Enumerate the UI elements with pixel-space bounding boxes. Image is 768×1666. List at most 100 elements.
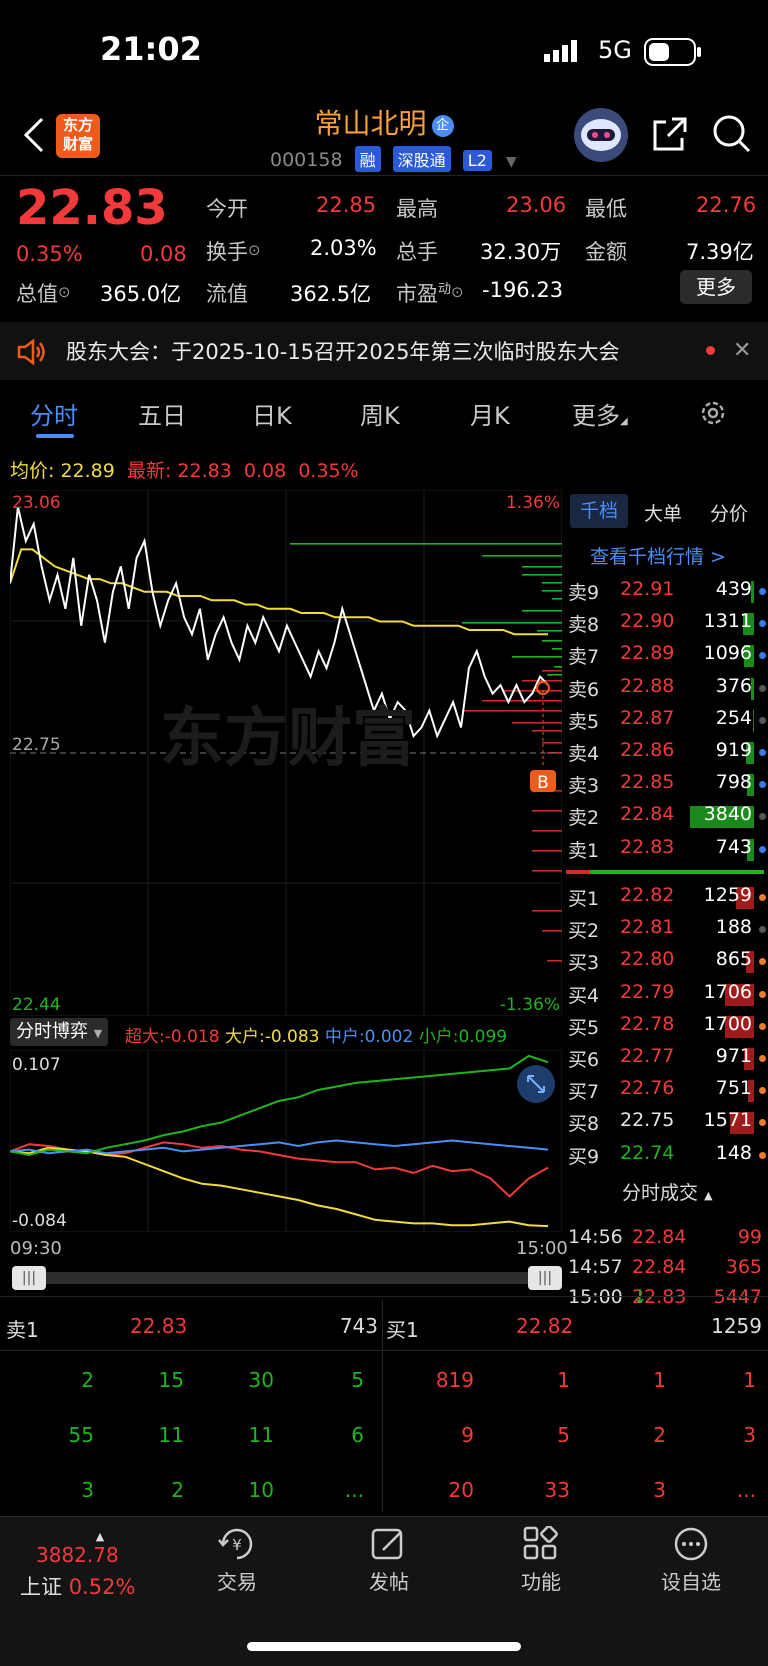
bid-queue-cell: 3	[653, 1478, 666, 1502]
share-icon[interactable]	[652, 116, 688, 156]
order-dot-icon	[759, 716, 766, 724]
volume-bar	[751, 677, 754, 700]
bid-level[interactable]: 买3 22.80 865	[566, 948, 766, 980]
index-ticker[interactable]: ▲ 3882.78 上证 0.52%	[20, 1530, 160, 1601]
nav-post[interactable]: 发帖	[334, 1526, 444, 1595]
depth-bar	[482, 700, 562, 702]
tab-daily-k[interactable]: 日K	[252, 402, 292, 430]
ask-level[interactable]: 卖9 22.91 439	[566, 578, 766, 610]
index-value: 3882.78	[36, 1543, 119, 1567]
nav-watchlist[interactable]: 设自选	[636, 1526, 746, 1595]
badge-l2[interactable]: L2	[462, 150, 492, 171]
flow-line-small	[10, 1054, 549, 1157]
chevron-down-icon[interactable]: ▼	[505, 154, 517, 170]
sub-chart-selector[interactable]: 分时博弈 ▼	[10, 1018, 109, 1046]
collapse-arrow-icon: ▲	[95, 1530, 105, 1543]
range-handle-left[interactable]: |||	[12, 1266, 46, 1290]
bid-queue-cell: 2	[653, 1423, 666, 1447]
settings-gear-icon[interactable]	[698, 398, 728, 432]
flow-line-large	[10, 1146, 549, 1228]
level-price: 22.79	[620, 980, 675, 1003]
time-range-track[interactable]	[12, 1272, 560, 1284]
level-price: 22.74	[620, 1141, 675, 1164]
depth-bar	[554, 666, 562, 668]
expand-icon[interactable]	[517, 1065, 555, 1103]
level-price: 22.84	[620, 803, 675, 826]
depth-bar	[542, 930, 562, 932]
robot-avatar-icon[interactable]	[574, 108, 628, 162]
ask-level[interactable]: 卖5 22.87 254	[566, 707, 766, 739]
range-handle-right[interactable]: |||	[528, 1266, 562, 1290]
ask-level[interactable]: 卖3 22.85 798	[566, 771, 766, 803]
tab-weekly-k[interactable]: 周K	[360, 402, 400, 430]
side-tab-price-dist[interactable]: 分价	[710, 503, 749, 525]
depth-link[interactable]: 查看千档行情 >	[590, 546, 726, 568]
ask-level[interactable]: 卖4 22.86 919	[566, 739, 766, 771]
order-dot-icon	[759, 894, 766, 901]
ask-level[interactable]: 卖6 22.88 376	[566, 675, 766, 707]
tab-intraday[interactable]: 分时	[30, 402, 78, 430]
buy-marker[interactable]: B	[530, 681, 556, 793]
volume-bar	[747, 838, 754, 861]
info-icon[interactable]: ⊙	[58, 283, 71, 301]
bid-level[interactable]: 买7 22.76 751	[566, 1077, 766, 1109]
flow-top-label: 0.107	[12, 1055, 61, 1075]
trades-header[interactable]: 分时成交 ▲	[622, 1182, 713, 1204]
level-price: 22.77	[620, 1045, 675, 1067]
nav-functions[interactable]: 功能	[486, 1525, 596, 1595]
change-amount: 0.08	[140, 242, 187, 266]
tab-monthly-k[interactable]: 月K	[470, 402, 510, 430]
stock-name-row: 常山北明 企	[0, 102, 768, 142]
bid-level[interactable]: 买6 22.77 971	[566, 1045, 766, 1077]
trade-row: 14:57 22.84 365	[568, 1256, 762, 1278]
depth-bar	[522, 566, 562, 568]
level-volume: 254	[715, 706, 752, 729]
ask1-vol: 743	[339, 1314, 378, 1338]
bid-level[interactable]: 买2 22.81 188	[566, 916, 766, 948]
grid-icon	[523, 1525, 558, 1560]
top-pct-label: 1.36%	[506, 493, 560, 513]
bid-level[interactable]: 买8 22.75 1571	[566, 1109, 766, 1141]
back-icon[interactable]	[22, 116, 46, 158]
side-tab-depth[interactable]: 千档	[570, 494, 628, 528]
turnover-value: 2.03%	[310, 236, 377, 260]
stock-code: 000158	[270, 149, 343, 171]
info-icon[interactable]: ⊙	[248, 241, 261, 259]
ask-level[interactable]: 卖2 22.84 3840	[566, 803, 766, 835]
ask-level[interactable]: 卖8 22.90 1311	[566, 610, 766, 642]
bid1-price: 22.82	[516, 1314, 574, 1338]
search-icon[interactable]	[712, 114, 752, 158]
volume-bar	[746, 951, 754, 974]
badge-margin[interactable]: 融	[354, 146, 381, 172]
ask-level[interactable]: 卖7 22.89 1096	[566, 642, 766, 674]
tab-more[interactable]: 更多◢	[572, 402, 628, 430]
side-tab-large-orders[interactable]: 大单	[644, 503, 683, 525]
bid-level[interactable]: 买9 22.74 148	[566, 1142, 766, 1174]
volume-bar	[730, 1112, 754, 1135]
volume-bar	[725, 1015, 754, 1038]
close-icon[interactable]: ✕	[733, 338, 752, 363]
bid-level[interactable]: 买1 22.82 1259	[566, 884, 766, 916]
level-volume: 376	[715, 674, 752, 697]
trade-row: 14:56 22.84 99	[568, 1226, 762, 1248]
notice-bar[interactable]: 股东大会：于2025-10-15召开2025年第三次临时股东大会 ✕	[0, 322, 768, 380]
book-top-divider	[0, 1296, 768, 1297]
level-price: 22.85	[620, 771, 675, 794]
depth-bar	[542, 670, 562, 672]
badge-connect[interactable]: 深股通	[392, 146, 451, 172]
flow-chart[interactable]: 0.107 -0.084	[10, 1050, 562, 1232]
ask-level[interactable]: 卖1 22.83 743	[566, 836, 766, 868]
flow-bottom-label: -0.084	[12, 1211, 67, 1231]
nav-trade[interactable]: ¥ 交易	[182, 1526, 292, 1595]
bid-level[interactable]: 买5 22.78 1700	[566, 1013, 766, 1045]
intraday-chart[interactable]: 东方财富 23.06 1.36% 22.44 -1.36% 22.75 B	[10, 490, 562, 1016]
reference-price-label: 22.75	[12, 735, 61, 755]
level-label: 卖7	[568, 646, 600, 669]
order-dot-icon	[759, 1119, 766, 1127]
more-button[interactable]: 更多	[680, 270, 752, 304]
info-icon[interactable]: ⊙	[451, 283, 464, 301]
tab-five-day[interactable]: 五日	[138, 402, 186, 430]
order-dot-icon	[759, 1151, 766, 1159]
level-volume: 1700	[703, 1012, 752, 1035]
bid-level[interactable]: 买4 22.79 1706	[566, 981, 766, 1013]
